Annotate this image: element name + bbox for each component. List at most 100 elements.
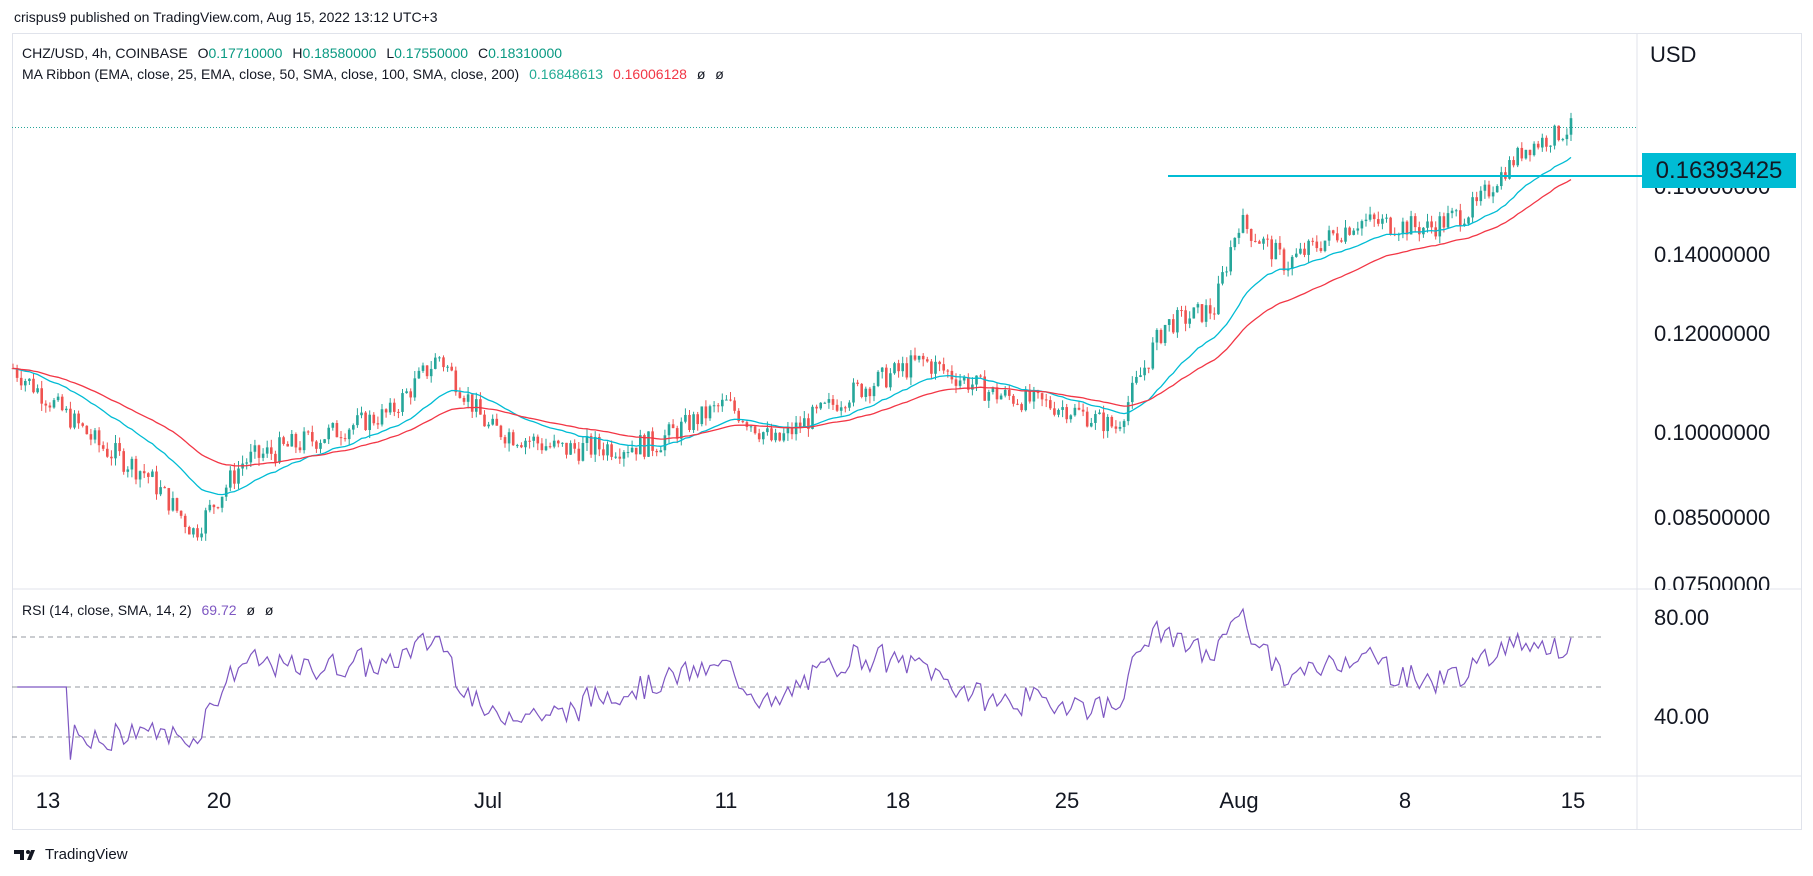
candle-body — [1311, 240, 1314, 242]
rsi-value: 69.72 — [201, 602, 237, 618]
candle-body — [245, 462, 248, 464]
candle-body — [1229, 247, 1232, 272]
candle-body — [487, 424, 490, 427]
candle-body — [1151, 342, 1155, 369]
candle-body — [1245, 215, 1249, 229]
time-tick-15: 15 — [1560, 788, 1586, 813]
candle-body — [1204, 305, 1208, 322]
candle-body — [1282, 249, 1286, 271]
time-tick-8: 8 — [1398, 788, 1412, 813]
candle-body — [1295, 253, 1298, 257]
candle-body — [1118, 426, 1122, 429]
candle-body — [327, 427, 330, 440]
candle-body — [458, 392, 462, 398]
candle-body — [405, 391, 408, 394]
candle-body — [1225, 271, 1228, 273]
candle-body — [1528, 149, 1532, 156]
candle-body — [692, 414, 695, 430]
candle-body — [454, 370, 458, 393]
candle-body — [589, 435, 593, 455]
candle-body — [224, 487, 228, 497]
candle-body — [1327, 230, 1331, 241]
price-tick-2: 0.12000000 — [1654, 321, 1771, 346]
candle-body — [175, 498, 179, 511]
candle-body — [110, 456, 113, 459]
candle-body — [1479, 190, 1483, 202]
candle-body — [1299, 248, 1302, 254]
rsi-label[interactable]: RSI (14, close, SMA, 14, 2) — [22, 602, 192, 618]
candle-body — [1200, 304, 1204, 322]
candle-body — [876, 371, 880, 386]
price-tick-1: 0.14000000 — [1654, 242, 1771, 267]
candle-body — [298, 447, 302, 451]
candle-body — [987, 392, 991, 401]
candle-body — [663, 435, 667, 451]
ribbon-label[interactable]: MA Ribbon (EMA, close, 25, EMA, close, 5… — [22, 66, 520, 82]
candle-body — [647, 431, 650, 457]
candle-body — [811, 406, 814, 429]
candle-body — [995, 387, 999, 400]
candle-body — [159, 487, 162, 495]
symbol-label[interactable]: CHZ/USD, 4h, COINBASE — [22, 45, 188, 61]
candle-body — [561, 442, 564, 444]
candle-body — [1073, 407, 1077, 416]
candle-body — [282, 437, 285, 444]
candle-body — [831, 399, 835, 405]
candle-body — [376, 423, 380, 425]
candle-body — [413, 378, 417, 398]
ohlc-legend: CHZ/USD, 4h, COINBASE O0.17710000 H0.185… — [22, 45, 563, 61]
candle-body — [511, 432, 515, 446]
candle-body — [1028, 389, 1032, 402]
candle-body — [856, 382, 859, 384]
candle-body — [147, 473, 150, 477]
candle-body — [1003, 389, 1007, 396]
candle-body — [737, 410, 740, 422]
candle-body — [106, 448, 109, 457]
time-tick-jul: Jul — [473, 788, 503, 813]
candle-body — [917, 355, 921, 360]
candle-body — [536, 436, 540, 444]
candle-body — [733, 400, 736, 411]
candle-body — [1057, 409, 1060, 415]
candle-body — [794, 422, 798, 435]
candle-body — [1549, 145, 1552, 147]
candle-body — [1147, 367, 1150, 369]
rsi-tick-40: 40.00 — [1654, 704, 1710, 729]
candle-body — [880, 367, 884, 372]
candle-body — [65, 408, 68, 411]
candle-body — [782, 433, 786, 441]
open-value: 0.17710000 — [208, 45, 283, 61]
candle-body — [208, 504, 212, 511]
candle-body — [1208, 305, 1212, 314]
candle-body — [897, 363, 900, 372]
candle-body — [573, 443, 576, 449]
candle-body — [470, 394, 474, 412]
candle-body — [1163, 324, 1167, 343]
candle-body — [823, 402, 827, 404]
candle-body — [356, 415, 359, 426]
candle-body — [1360, 221, 1364, 229]
candle-body — [655, 450, 658, 453]
candle-body — [913, 355, 917, 360]
candle-body — [69, 408, 72, 428]
candle-body — [552, 440, 556, 447]
candle-body — [1114, 426, 1118, 429]
candle-body — [183, 515, 187, 528]
candle-body — [967, 377, 970, 390]
candle-body — [73, 413, 76, 428]
candle-body — [1377, 219, 1380, 224]
candle-body — [1553, 125, 1556, 146]
candle-body — [905, 363, 909, 378]
candle-body — [101, 445, 105, 449]
candle-body — [1217, 283, 1220, 315]
candle-body — [491, 418, 494, 425]
candle-body — [1008, 389, 1011, 396]
candle-body — [331, 423, 335, 428]
tradingview-logo[interactable]: TradingView — [14, 846, 128, 863]
candle-body — [475, 399, 478, 412]
candle-body — [1266, 238, 1269, 240]
price-tick-5: 0.07500000 — [1654, 572, 1771, 590]
candle-body — [97, 430, 101, 446]
level-price-tag[interactable]: 0.16393425 — [1642, 153, 1796, 188]
